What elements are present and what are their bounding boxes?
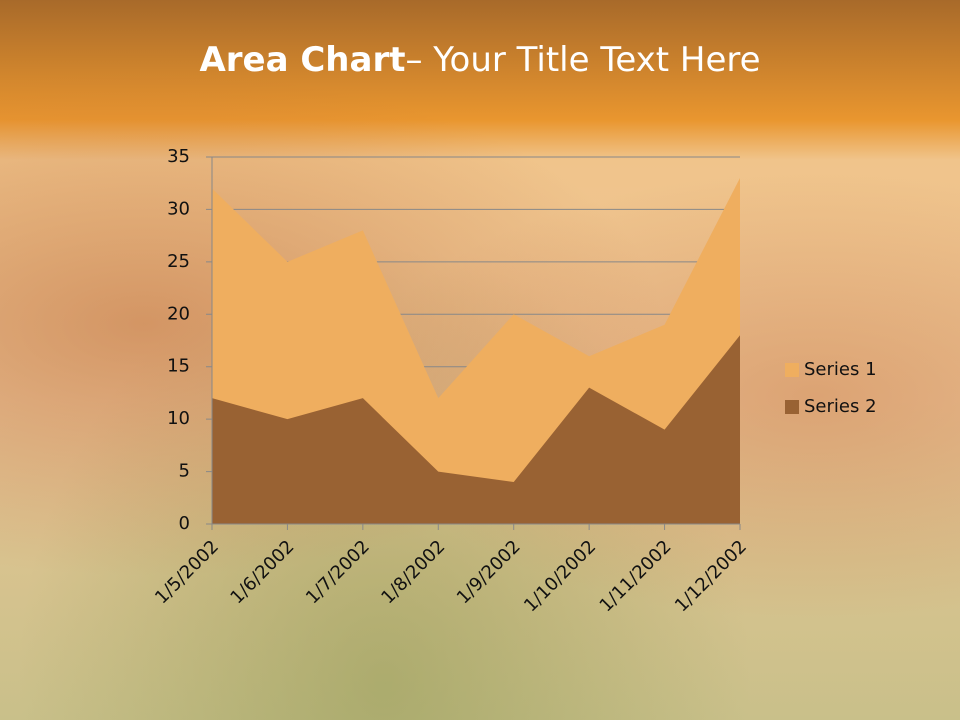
y-tick-label: 20 [167,303,190,324]
x-tick-label: 1/11/2002 [596,536,676,616]
x-tick-label: 1/12/2002 [671,536,751,616]
x-tick-label: 1/5/2002 [151,536,223,608]
y-tick-label: 35 [167,146,190,167]
slide-title: Area Chart– Your Title Text Here [0,40,960,80]
legend-label: Series 1 [804,359,877,380]
x-tick-label: 1/7/2002 [302,536,374,608]
legend-label: Series 2 [804,396,877,417]
y-tick-label: 15 [167,356,190,377]
title-bold: Area Chart [199,40,406,80]
area [212,335,740,524]
y-tick-label: 5 [179,461,190,482]
x-tick-label: 1/6/2002 [226,536,298,608]
y-tick-label: 30 [167,198,190,219]
legend-swatch [785,363,799,377]
x-tick-label: 1/9/2002 [453,536,525,608]
y-tick-label: 25 [167,251,190,272]
x-tick-label: 1/8/2002 [377,536,449,608]
y-tick-label: 10 [167,408,190,429]
title-rest: – Your Title Text Here [405,40,761,80]
y-tick-label: 0 [179,513,190,534]
legend-swatch [785,400,799,414]
x-tick-label: 1/10/2002 [520,536,600,616]
